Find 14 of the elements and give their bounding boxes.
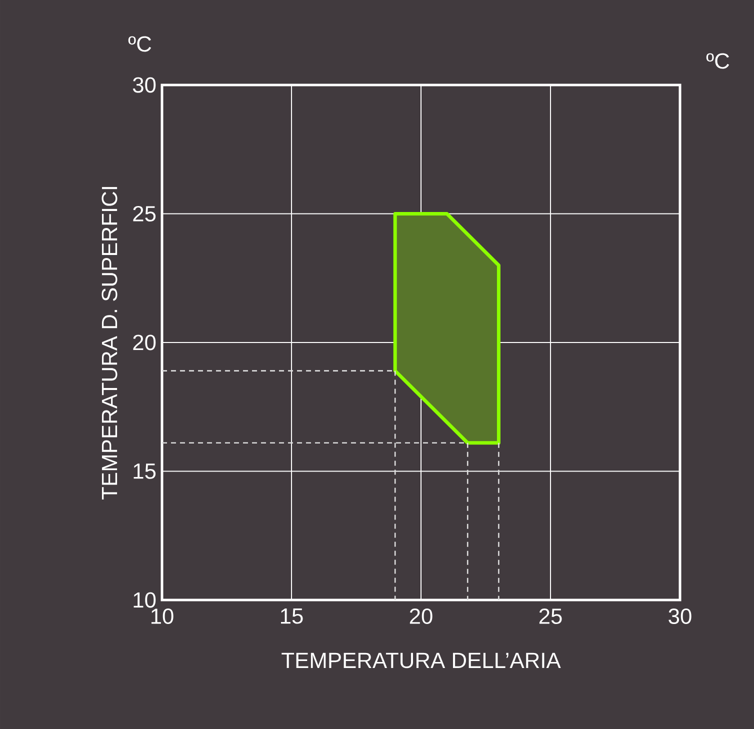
y-tick-label: 20 (133, 334, 156, 350)
y-axis-title: TEMPERATURA D. SUPERFICI (102, 187, 118, 500)
y-tick-label: 30 (132, 77, 156, 93)
x-tick-label: 30 (668, 608, 692, 624)
x-tick-label: 25 (539, 608, 562, 624)
y-tick-label: 15 (134, 464, 156, 479)
x-axis-title: TEMPERATURA DELL’ARIA (282, 652, 561, 668)
x-tick-label: 10 (151, 608, 174, 624)
x-tick-label: 15 (280, 608, 303, 624)
text: ºC (706, 53, 730, 69)
y-tick-label: 10 (134, 592, 156, 608)
y-tick-label: 25 (133, 206, 156, 222)
text: ºC (128, 36, 152, 52)
x-tick-label: 20 (410, 608, 432, 624)
